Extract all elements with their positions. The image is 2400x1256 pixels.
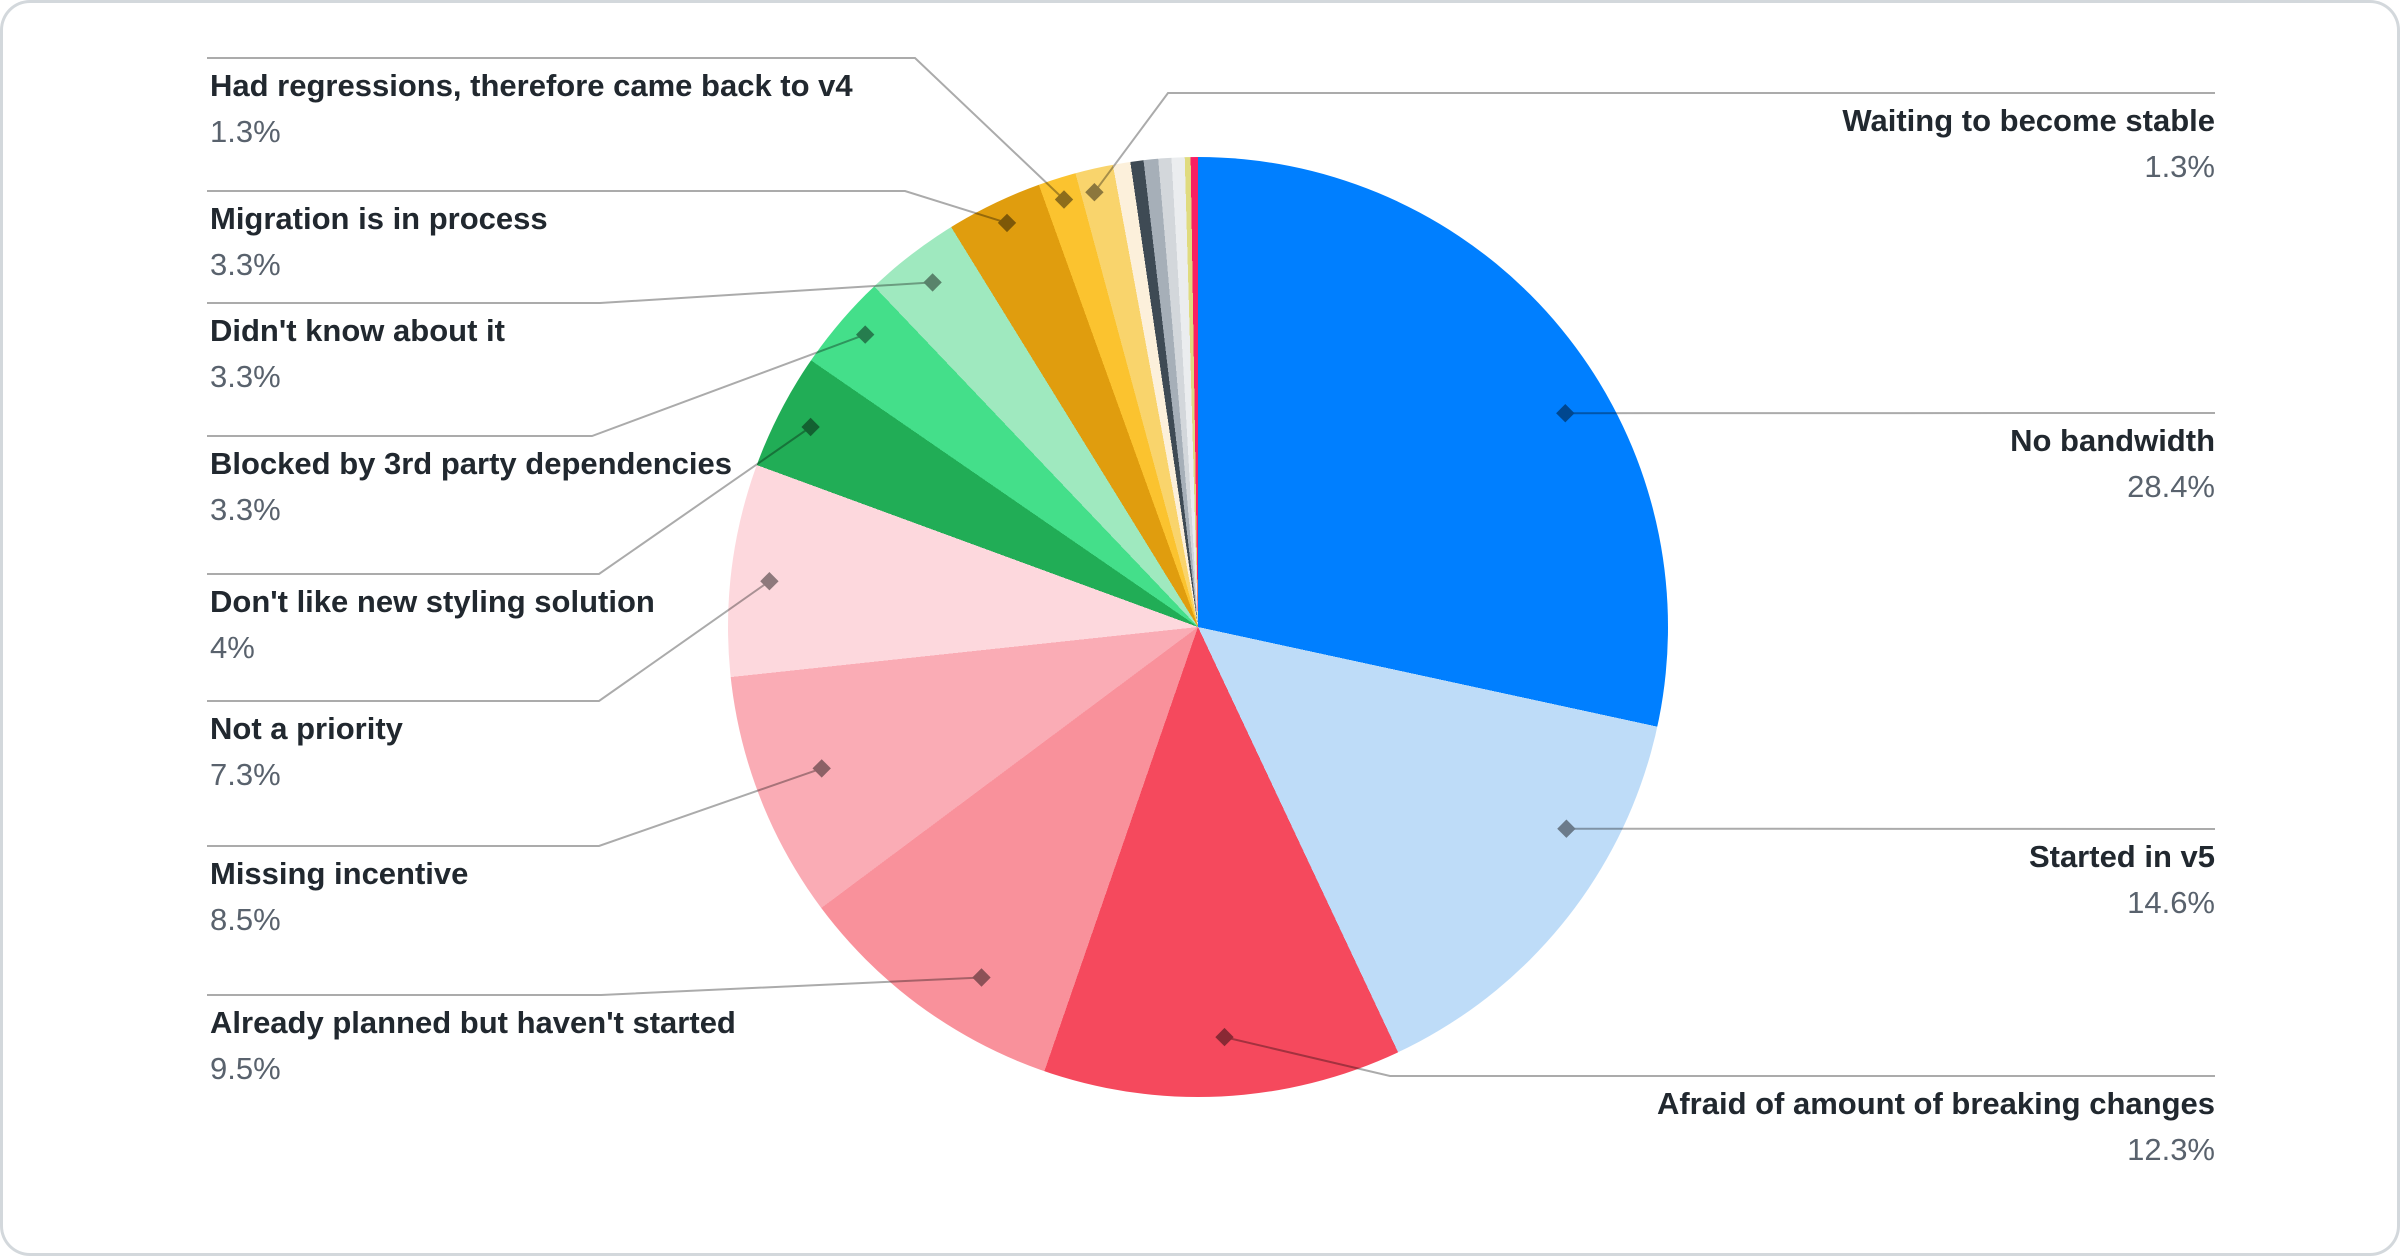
- slice-label-value: 9.5%: [210, 1051, 281, 1086]
- slice-label-value: 3.3%: [210, 492, 281, 527]
- slice-label-title: Blocked by 3rd party dependencies: [210, 446, 733, 481]
- slice-label-value: 28.4%: [2127, 469, 2215, 504]
- slice-label-value: 8.5%: [210, 902, 281, 937]
- slice-label-title: Didn't know about it: [210, 313, 505, 348]
- slice-label-title: Missing incentive: [210, 856, 469, 891]
- slice-label-value: 12.3%: [2127, 1132, 2215, 1167]
- slice-label-value: 3.3%: [210, 359, 281, 394]
- slice-label-title: Migration is in process: [210, 201, 548, 236]
- slice-label-value: 14.6%: [2127, 885, 2215, 920]
- slice-label-title: Started in v5: [2028, 839, 2215, 874]
- slice-label-title: Had regressions, therefore came back to …: [210, 68, 853, 103]
- slice-label-value: 1.3%: [210, 114, 281, 149]
- slice-label-title: Not a priority: [210, 711, 403, 746]
- slice-label-value: 7.3%: [210, 757, 281, 792]
- slice-label-title: Waiting to become stable: [1842, 103, 2215, 138]
- slice-label-value: 4%: [210, 630, 255, 665]
- slice-label-title: No bandwidth: [2010, 423, 2215, 458]
- slice-label-value: 1.3%: [2144, 149, 2215, 184]
- slice-label-title: Already planned but haven't started: [210, 1005, 736, 1040]
- slice-label-value: 3.3%: [210, 247, 281, 282]
- slice-label-title: Don't like new styling solution: [210, 584, 655, 619]
- pie-chart[interactable]: [728, 157, 1668, 1097]
- slice-label-title: Afraid of amount of breaking changes: [1656, 1086, 2215, 1121]
